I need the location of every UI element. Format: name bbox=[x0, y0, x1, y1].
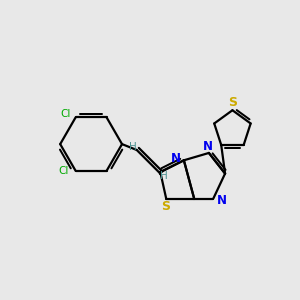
Text: N: N bbox=[203, 140, 213, 153]
Text: H: H bbox=[129, 142, 137, 152]
Text: Cl: Cl bbox=[58, 166, 68, 176]
Text: N: N bbox=[217, 194, 226, 207]
Text: H: H bbox=[160, 171, 168, 181]
Text: Cl: Cl bbox=[60, 110, 70, 119]
Text: N: N bbox=[171, 152, 181, 165]
Text: S: S bbox=[228, 96, 237, 110]
Text: S: S bbox=[161, 200, 170, 213]
